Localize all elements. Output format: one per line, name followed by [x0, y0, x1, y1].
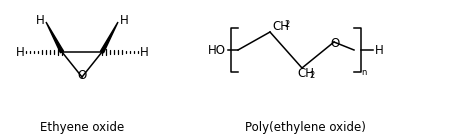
Text: 2: 2 — [309, 71, 314, 80]
Text: CH: CH — [272, 20, 289, 33]
Text: H: H — [36, 13, 45, 26]
Text: CH: CH — [297, 67, 314, 80]
Polygon shape — [46, 22, 64, 53]
Text: n: n — [361, 68, 366, 77]
Text: HO: HO — [208, 44, 226, 57]
Text: H: H — [119, 13, 128, 26]
Polygon shape — [100, 22, 118, 53]
Text: H: H — [375, 44, 384, 57]
Text: 2: 2 — [284, 20, 289, 29]
Text: O: O — [77, 68, 87, 81]
Text: H: H — [140, 46, 148, 59]
Text: Poly(ethylene oxide): Poly(ethylene oxide) — [245, 122, 366, 135]
Text: H: H — [16, 46, 24, 59]
Text: Ethyene oxide: Ethyene oxide — [40, 122, 124, 135]
Text: O: O — [330, 37, 340, 50]
